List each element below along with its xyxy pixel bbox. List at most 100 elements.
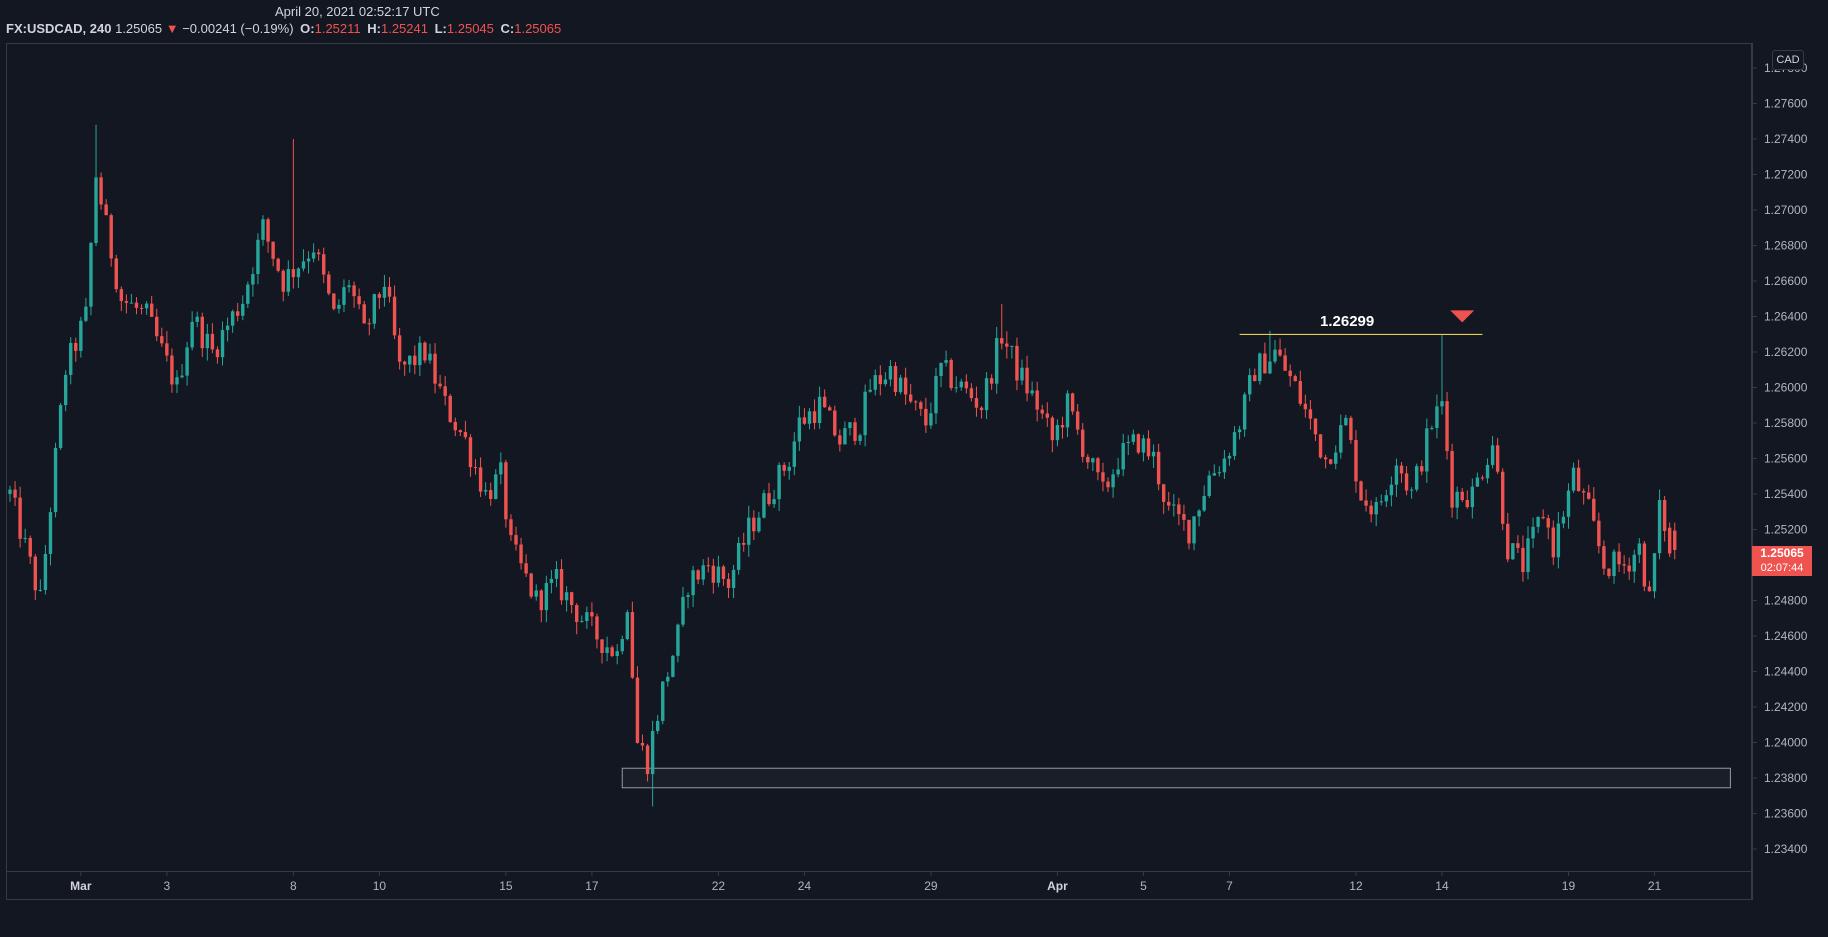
candle-body <box>1278 349 1282 356</box>
price-tick-label: 1.25200 <box>1764 523 1808 537</box>
candle-body <box>301 261 306 269</box>
candle-body <box>1602 546 1606 569</box>
candle <box>1167 491 1171 511</box>
candle <box>1374 496 1378 527</box>
candle <box>782 462 786 477</box>
candle-body <box>681 596 685 625</box>
candle <box>1197 509 1201 527</box>
close-value: 1.25065 <box>514 21 562 36</box>
candle <box>1136 433 1141 455</box>
high-label: H: <box>367 21 381 36</box>
candle <box>1334 445 1338 470</box>
candle <box>1673 522 1677 560</box>
candle <box>1420 460 1424 476</box>
candle <box>625 609 630 641</box>
candle <box>1460 488 1464 503</box>
candle-body <box>165 343 169 356</box>
candle <box>322 247 326 284</box>
candle <box>1010 345 1014 359</box>
candle <box>1617 543 1621 573</box>
candle <box>1303 394 1308 418</box>
candle <box>1511 543 1515 560</box>
candle-body <box>615 651 619 657</box>
candle-body <box>1673 530 1677 550</box>
symbol-label[interactable]: FX:USDCAD, 240 <box>6 21 112 36</box>
candle <box>1116 457 1120 478</box>
candle <box>711 558 716 594</box>
support-zone-rect[interactable] <box>621 767 1731 789</box>
resistance-level-label[interactable]: 1.26299 <box>1320 313 1375 330</box>
currency-badge[interactable]: CAD <box>1772 50 1804 70</box>
candle-body <box>1172 504 1176 506</box>
candle <box>311 243 316 263</box>
candle <box>1581 488 1586 505</box>
candle-body <box>514 535 518 545</box>
candle-body <box>1435 406 1439 428</box>
candle-body <box>949 360 953 389</box>
candle-body <box>580 620 584 622</box>
down-triangle-icon[interactable] <box>1450 310 1475 323</box>
candle <box>1161 483 1166 514</box>
candle-body <box>1318 434 1323 458</box>
candle-body <box>33 556 37 591</box>
candle-body <box>1126 441 1130 444</box>
candle-body <box>124 301 129 303</box>
candle-body <box>1587 492 1591 499</box>
candle <box>33 554 37 601</box>
price-tick-label: 1.27000 <box>1764 203 1808 217</box>
candle <box>989 374 994 390</box>
candle-body <box>1627 565 1631 572</box>
candle-body <box>898 377 903 393</box>
candle <box>195 311 199 328</box>
candle-body <box>1197 510 1201 517</box>
candle-body <box>590 612 594 617</box>
candle <box>1086 454 1090 469</box>
candle <box>1045 402 1049 427</box>
candle <box>1273 339 1277 364</box>
candle-body <box>408 355 412 365</box>
candle <box>413 345 417 375</box>
candle-body <box>969 388 974 399</box>
candle <box>1485 458 1490 484</box>
current-price-label: 1.25065 <box>1760 546 1804 560</box>
time-tick-label: 17 <box>585 879 599 893</box>
change-down-icon: ▼ <box>165 21 179 36</box>
candle <box>908 384 913 404</box>
candle <box>610 645 614 658</box>
candle-body <box>1359 481 1363 501</box>
candle <box>63 370 68 412</box>
candle <box>1445 391 1449 460</box>
candle-body <box>914 401 918 403</box>
candle-body <box>1323 457 1328 460</box>
candle <box>635 666 640 744</box>
candle <box>1566 483 1571 529</box>
candle-body <box>1308 409 1313 419</box>
candle-body <box>1075 411 1080 430</box>
candle-body <box>499 462 503 475</box>
candle-body <box>1455 491 1459 508</box>
candle <box>600 639 604 664</box>
candle-body <box>342 287 346 305</box>
candle <box>428 343 432 364</box>
candle-body <box>1328 459 1333 464</box>
candle-body <box>296 268 301 278</box>
candle-body <box>858 435 862 441</box>
candle-body <box>28 537 32 557</box>
candle-body <box>1313 418 1318 435</box>
candle <box>590 602 594 627</box>
candle-body <box>397 335 402 362</box>
candle <box>1475 472 1480 487</box>
candle <box>144 301 149 315</box>
candle-body <box>266 219 270 242</box>
candle-body <box>144 303 149 309</box>
candle <box>1647 580 1652 592</box>
candle-body <box>468 437 473 468</box>
candle-body <box>1369 505 1373 515</box>
candle <box>18 486 22 548</box>
low-value: 1.25045 <box>446 21 494 36</box>
candle <box>266 217 270 253</box>
candle <box>13 481 17 507</box>
candle-body <box>1091 458 1095 463</box>
candle <box>671 654 675 678</box>
